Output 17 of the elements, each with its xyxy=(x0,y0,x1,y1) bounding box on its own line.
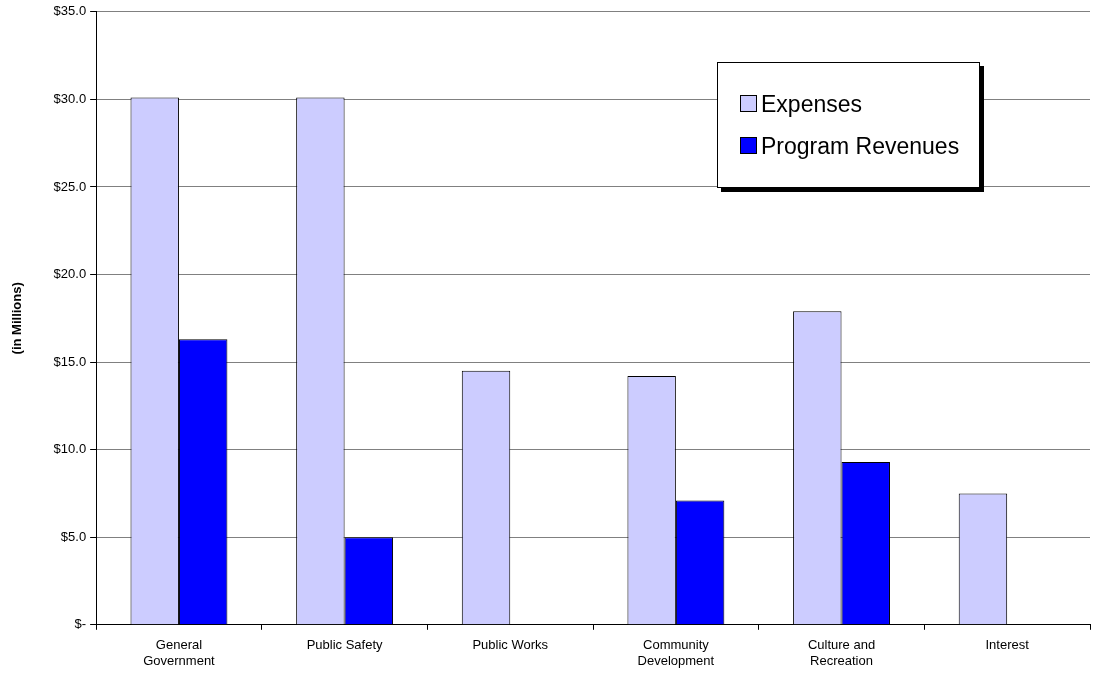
y-tick-label: $20.0 xyxy=(53,266,87,282)
y-tick-label: $35.0 xyxy=(53,3,87,19)
y-axis-title: (in Millions) xyxy=(9,282,25,355)
x-tick-label: General Government xyxy=(143,637,216,668)
y-tick-label: $15.0 xyxy=(53,353,87,369)
x-tick-label: Interest xyxy=(985,637,1030,653)
legend-label: Program Revenues xyxy=(761,131,960,161)
y-tick-label: $5.0 xyxy=(60,528,87,544)
y-tick-label: $30.0 xyxy=(53,90,87,106)
x-tick-label: Culture and Recreation xyxy=(807,637,876,668)
x-tick-label: Public Safety xyxy=(306,637,384,653)
y-tick-label: $- xyxy=(74,616,87,632)
x-tick-label: Community Development xyxy=(637,637,715,668)
legend-label: Expenses xyxy=(761,89,863,119)
y-tick-label: $10.0 xyxy=(53,441,87,457)
y-tick-label: $25.0 xyxy=(53,178,87,194)
x-tick-label: Public Works xyxy=(472,637,549,653)
